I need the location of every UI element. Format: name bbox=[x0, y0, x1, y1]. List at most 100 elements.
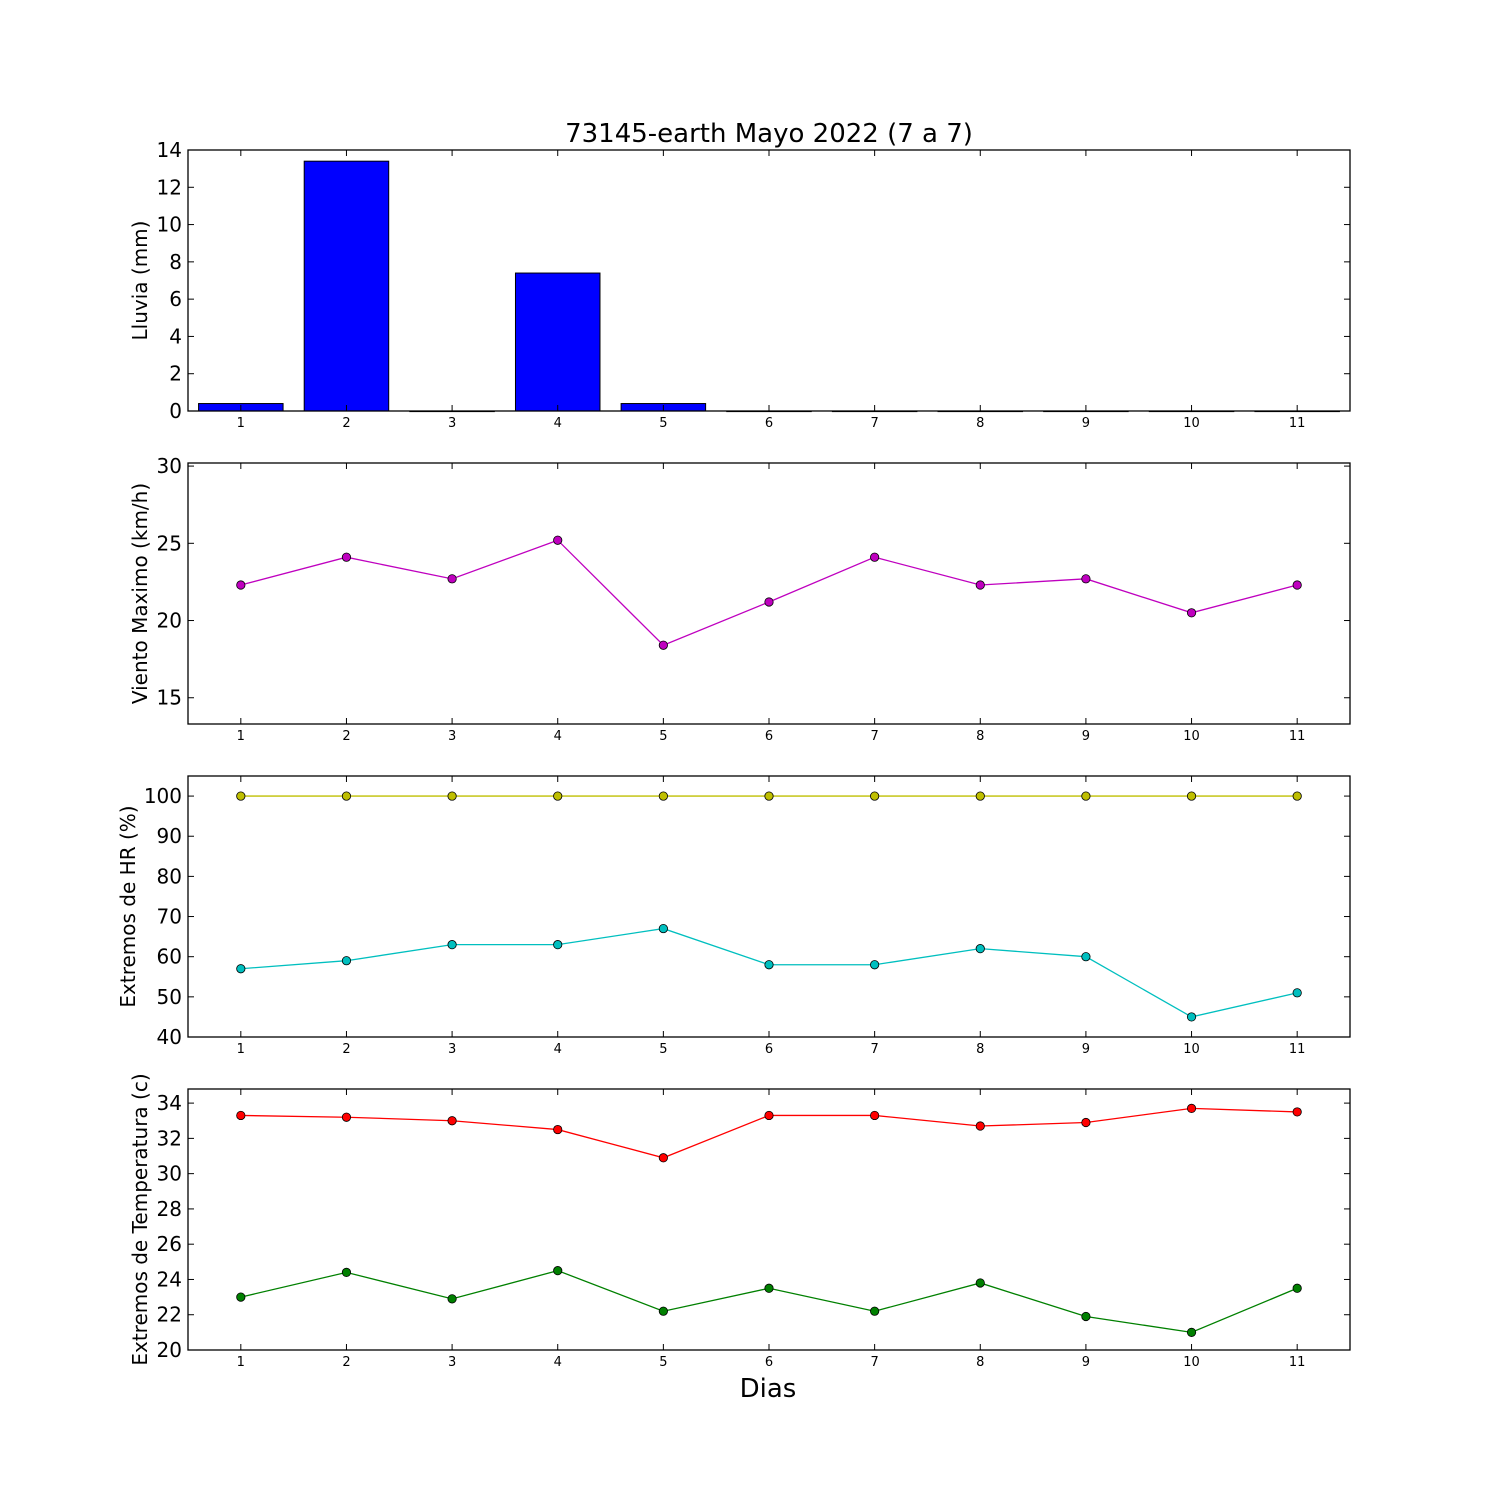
data-point bbox=[1186, 791, 1197, 801]
data-point bbox=[447, 791, 457, 801]
y-tick-label: 15 bbox=[157, 686, 182, 710]
y-tick-label: 70 bbox=[157, 905, 182, 929]
x-tick-label: 1 bbox=[237, 1355, 245, 1370]
data-point bbox=[553, 535, 563, 545]
data-point bbox=[236, 580, 246, 590]
data-point bbox=[1186, 608, 1197, 618]
data-point bbox=[975, 1121, 985, 1131]
data-point bbox=[870, 552, 880, 562]
data-point bbox=[341, 791, 352, 801]
data-point bbox=[447, 1294, 457, 1304]
data-point bbox=[236, 1292, 246, 1302]
x-tick-label: 5 bbox=[659, 416, 667, 431]
x-tick-label: 2 bbox=[342, 729, 350, 744]
y-tick-label: 30 bbox=[157, 454, 182, 478]
x-tick-label: 2 bbox=[342, 1042, 350, 1057]
data-point bbox=[658, 1306, 668, 1316]
data-point bbox=[1186, 1103, 1197, 1113]
data-point bbox=[975, 580, 985, 590]
x-tick-label: 11 bbox=[1289, 416, 1306, 431]
y-tick-label: 24 bbox=[157, 1267, 182, 1291]
y-tick-label: 2 bbox=[169, 362, 182, 386]
data-point bbox=[1081, 791, 1091, 801]
x-tick-label: 9 bbox=[1082, 729, 1090, 744]
x-tick-label: 9 bbox=[1082, 416, 1090, 431]
data-point bbox=[658, 640, 668, 650]
x-tick-label: 7 bbox=[870, 416, 878, 431]
x-tick-label: 4 bbox=[554, 416, 562, 431]
x-tick-label: 5 bbox=[659, 1355, 667, 1370]
y-tick-label: 20 bbox=[157, 1338, 182, 1362]
x-tick-label: 6 bbox=[765, 416, 773, 431]
x-tick-label: 4 bbox=[554, 1042, 562, 1057]
data-point bbox=[553, 791, 563, 801]
data-point bbox=[975, 1278, 985, 1288]
data-point bbox=[764, 791, 774, 801]
data-point bbox=[553, 940, 563, 950]
data-point bbox=[975, 944, 985, 954]
x-tick-label: 1 bbox=[237, 416, 245, 431]
y-tick-label: 10 bbox=[157, 213, 182, 237]
y-tick-label: 40 bbox=[157, 1025, 182, 1049]
x-tick-label: 8 bbox=[976, 1042, 984, 1057]
data-point bbox=[764, 597, 774, 607]
y-tick-label: 25 bbox=[157, 531, 182, 555]
data-point bbox=[341, 1112, 352, 1122]
y-tick-label: 8 bbox=[169, 250, 182, 274]
data-point bbox=[870, 960, 880, 970]
data-point bbox=[1186, 1012, 1197, 1022]
y-tick-label: 100 bbox=[144, 784, 182, 808]
x-tick-label: 3 bbox=[448, 1355, 456, 1370]
data-point bbox=[341, 956, 352, 966]
data-point bbox=[764, 1110, 774, 1121]
x-tick-label: 10 bbox=[1183, 416, 1200, 431]
y-tick-label: 34 bbox=[157, 1091, 182, 1115]
data-point bbox=[658, 1153, 668, 1163]
data-point bbox=[1081, 952, 1091, 962]
y-tick-label: 60 bbox=[157, 945, 182, 969]
data-point bbox=[1292, 988, 1302, 998]
data-point bbox=[236, 1110, 246, 1121]
y-tick-label: 28 bbox=[157, 1197, 182, 1221]
y-tick-label: 32 bbox=[157, 1126, 182, 1150]
x-tick-label: 8 bbox=[976, 729, 984, 744]
x-tick-label: 3 bbox=[448, 729, 456, 744]
y-tick-label: 0 bbox=[169, 399, 182, 423]
y-tick-label: 14 bbox=[157, 138, 182, 162]
data-point bbox=[1292, 580, 1302, 590]
x-tick-label: 10 bbox=[1183, 1355, 1200, 1370]
data-point bbox=[870, 1110, 880, 1121]
data-point bbox=[1292, 1107, 1302, 1117]
y-tick-label: 90 bbox=[157, 824, 182, 848]
y-tick-label: 26 bbox=[157, 1232, 182, 1256]
data-point bbox=[870, 1306, 880, 1316]
x-tick-label: 11 bbox=[1289, 1355, 1306, 1370]
viento-y-axis-label: Viento Maximo (km/h) bbox=[128, 483, 152, 704]
data-point bbox=[975, 791, 985, 801]
x-tick-label: 9 bbox=[1082, 1355, 1090, 1370]
x-tick-label: 2 bbox=[342, 1355, 350, 1370]
x-tick-label: 10 bbox=[1183, 729, 1200, 744]
data-point bbox=[764, 960, 774, 970]
x-tick-label: 3 bbox=[448, 416, 456, 431]
x-tick-label: 2 bbox=[342, 416, 350, 431]
x-tick-label: 4 bbox=[554, 729, 562, 744]
figure-title: 73145-earth Mayo 2022 (7 a 7) bbox=[565, 119, 973, 149]
x-tick-label: 4 bbox=[554, 1355, 562, 1370]
data-point bbox=[1292, 1283, 1302, 1293]
bar bbox=[514, 272, 601, 412]
temperatura-y-axis-label: Extremos de Temperatura (c) bbox=[128, 1073, 152, 1365]
data-point bbox=[341, 1267, 352, 1278]
data-point bbox=[764, 1283, 774, 1293]
data-point bbox=[447, 574, 457, 584]
data-point bbox=[236, 964, 246, 974]
lluvia-y-axis-label: Lluvia (mm) bbox=[128, 221, 152, 341]
y-tick-label: 20 bbox=[157, 609, 182, 633]
y-tick-label: 4 bbox=[169, 324, 182, 348]
